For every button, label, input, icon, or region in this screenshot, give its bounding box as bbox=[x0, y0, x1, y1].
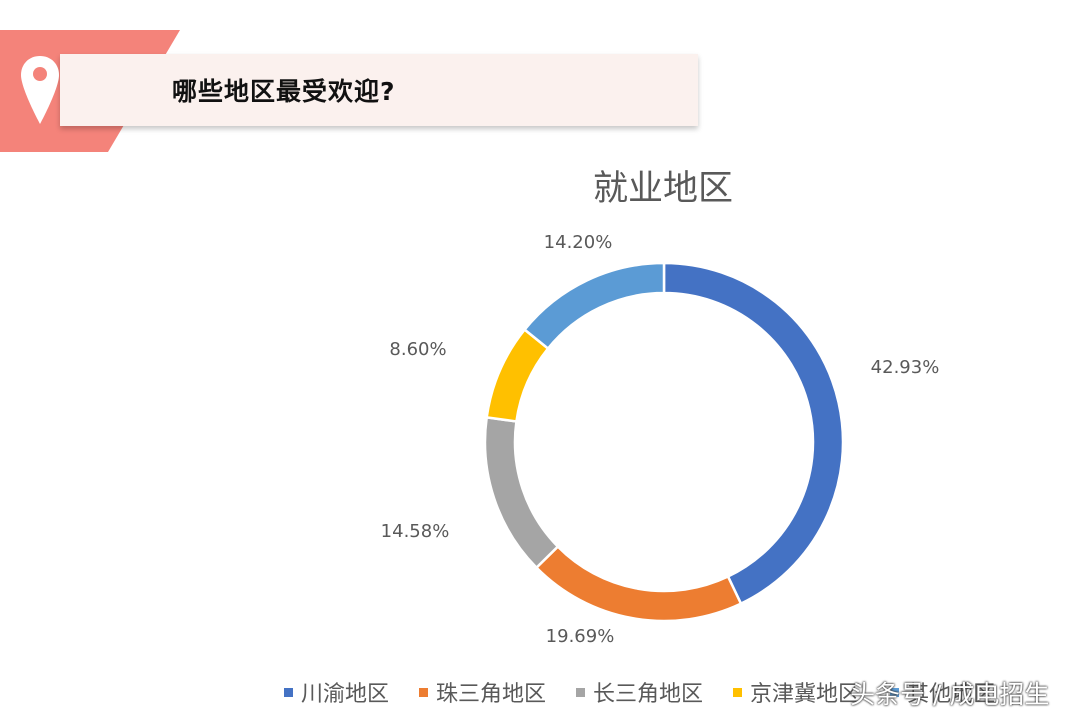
legend-label: 长三角地区 bbox=[593, 682, 704, 707]
legend-item: 京津冀地区 bbox=[733, 676, 860, 708]
legend-swatch bbox=[284, 687, 293, 697]
header-banner bbox=[60, 54, 698, 126]
legend-label: 川渝地区 bbox=[301, 682, 390, 707]
legend-swatch bbox=[733, 687, 743, 697]
slice-label: 42.93% bbox=[871, 357, 940, 378]
chart-legend: 川渝地区 珠三角地区 长三角地区 京津冀地区 其他地区 bbox=[284, 676, 1025, 708]
legend-item: 长三角地区 bbox=[576, 676, 703, 708]
legend-item: 珠三角地区 bbox=[419, 676, 546, 708]
legend-label: 其他地区 bbox=[907, 682, 996, 707]
slice-label: 8.60% bbox=[389, 339, 446, 360]
donut-slice bbox=[483, 415, 560, 570]
chart-title: 就业地区 bbox=[592, 169, 733, 209]
page-title: 哪些地区最受欢迎? bbox=[172, 77, 396, 106]
legend-swatch bbox=[576, 687, 586, 697]
legend-label: 京津冀地区 bbox=[750, 682, 861, 707]
legend-swatch bbox=[419, 687, 429, 697]
map-pin-icon bbox=[21, 56, 59, 124]
donut-slice bbox=[662, 261, 845, 606]
donut-slice bbox=[522, 261, 666, 351]
slice-label: 19.69% bbox=[546, 626, 615, 647]
legend-label: 珠三角地区 bbox=[436, 682, 547, 707]
legend-item: 其他地区 bbox=[890, 676, 995, 708]
legend-swatch bbox=[890, 687, 900, 697]
legend-item: 川渝地区 bbox=[284, 676, 389, 708]
slice-label: 14.20% bbox=[544, 232, 613, 253]
donut-chart: 42.93% 19.69% 14.58% 8.60% 14.20% bbox=[381, 232, 940, 647]
donut-slice bbox=[534, 544, 743, 623]
donut-slice bbox=[485, 327, 550, 423]
watermark: 头条号 / 成电招生 bbox=[850, 680, 1050, 709]
slice-label: 14.58% bbox=[381, 521, 450, 542]
